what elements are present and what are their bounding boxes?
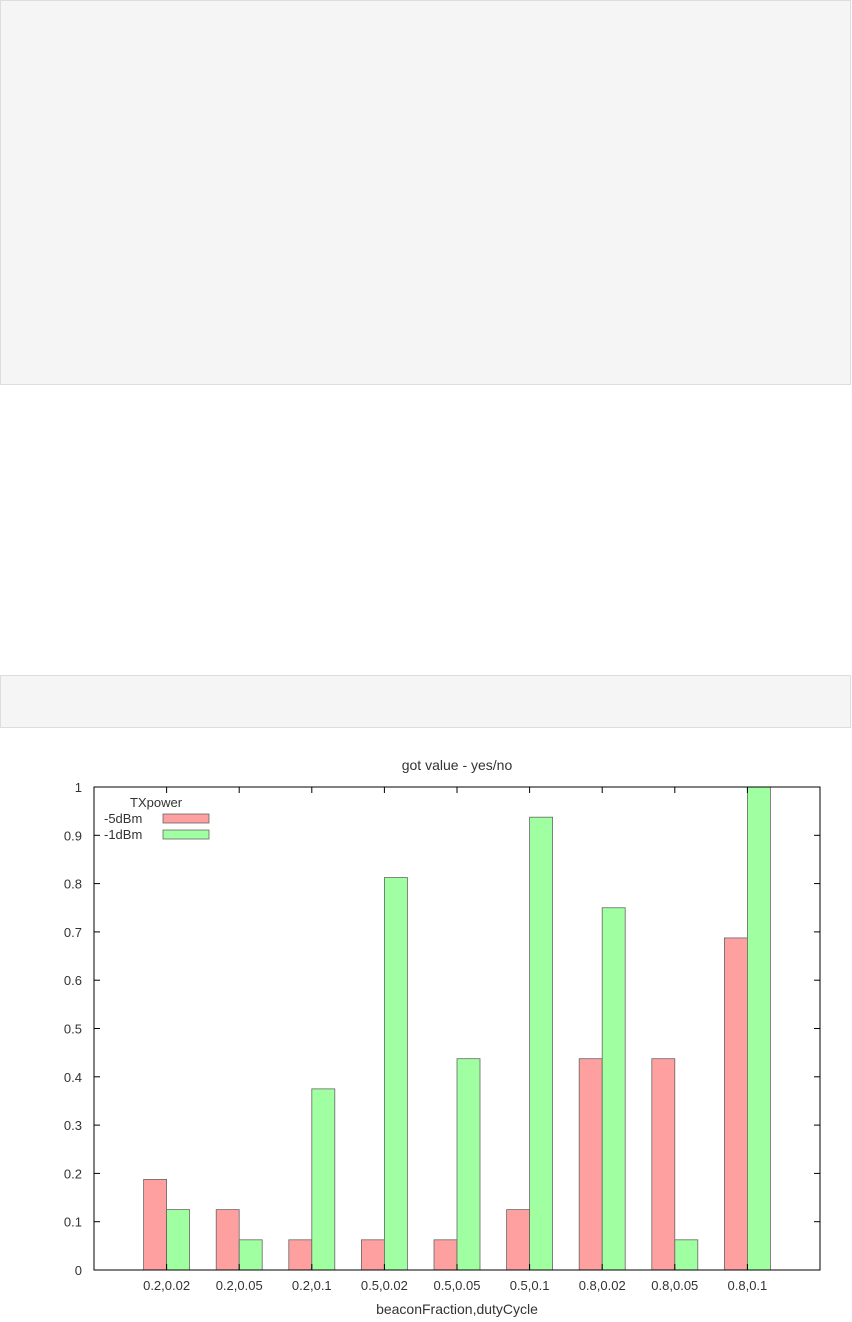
chart-title: got value - yes/no [402,757,513,773]
x-tick-label-2: 0.2,0.1 [292,1278,332,1293]
bar-series-0-1 [215,1209,240,1271]
x-tick-label-1: 0.2,0.05 [216,1278,263,1293]
y-tick-label-3: 0.3 [64,1118,82,1133]
y-tick-label-9: 0.9 [64,828,82,843]
code-block-top [0,0,851,385]
bar-chart: got value - yes/no 0 0.1 0.2 0.3 0.4 0.5 0.6 0.… [64,757,821,1317]
x-axis-label: beaconFraction,dutyCycle [376,1301,538,1317]
legend-swatch-series-0 [162,813,210,824]
y-tick-label-6: 0.6 [64,973,82,988]
y-tick-label-2: 0.2 [64,1166,82,1181]
x-tick-label-7: 0.8,0.05 [651,1278,698,1293]
bar-series-1-2 [311,1088,336,1271]
x-tick-label-8: 0.8,0.1 [728,1278,768,1293]
bar-series-0-7 [651,1058,676,1271]
legend-swatch-series-1 [162,829,210,840]
bar-series-0-3 [360,1239,385,1271]
x-axis-ticks: 0.2,0.02 0.2,0.05 0.2,0.1 0.5,0.02 0.5,0.05 0… [143,787,767,1293]
x-tick-label-6: 0.8,0.02 [579,1278,626,1293]
bar-series-1-8 [747,786,771,1271]
legend-label-series-1: -1dBm [104,827,142,842]
bar-series-1-1 [238,1239,263,1271]
bar-series-1-4 [456,1058,481,1271]
bar-series-0-5 [506,1209,531,1271]
y-axis-ticks: 0 0.1 0.2 0.3 0.4 0.5 0.6 0.7 0.8 0.9 1 [64,780,820,1278]
y-tick-label-0: 0 [75,1263,82,1278]
bar-series-0-8 [724,937,748,1271]
y-tick-label-10: 1 [75,780,82,795]
x-tick-label-5: 0.5,0.1 [510,1278,550,1293]
y-tick-label-8: 0.8 [64,877,82,892]
x-tick-label-3: 0.5,0.02 [361,1278,408,1293]
bar-series-0-6 [578,1058,603,1271]
legend: TXpower -5dBm -1dBm [104,795,210,842]
bar-series-0-2 [288,1239,313,1271]
y-tick-label-5: 0.5 [64,1022,82,1037]
x-tick-label-4: 0.5,0.05 [434,1278,481,1293]
y-tick-label-1: 0.1 [64,1215,82,1230]
chart-bars [143,786,771,1271]
bar-series-0-0 [143,1179,168,1271]
legend-title: TXpower [130,795,183,810]
legend-label-series-0: -5dBm [104,811,142,826]
bar-series-1-6 [601,907,626,1271]
x-tick-label-0: 0.2,0.02 [143,1278,190,1293]
y-tick-label-7: 0.7 [64,925,82,940]
bar-series-0-4 [433,1239,458,1271]
bar-series-1-7 [674,1239,699,1271]
code-block-middle [0,675,851,728]
bar-series-1-3 [383,877,408,1271]
bar-series-1-5 [529,816,553,1271]
bar-series-1-0 [166,1209,191,1271]
y-tick-label-4: 0.4 [64,1070,82,1085]
